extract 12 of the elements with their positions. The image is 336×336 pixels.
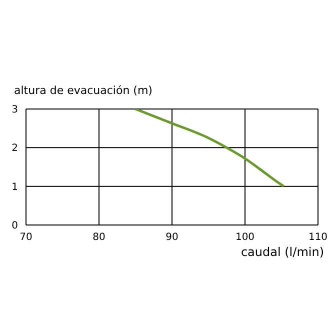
y-tick-label: 2 [12,143,18,154]
line-series [134,109,285,188]
x-tick-label: 100 [235,232,255,244]
x-tick-label: 80 [92,232,106,244]
y-tick-label: 0 [12,220,18,232]
y-tick-label: 3 [12,104,18,116]
y-tick-label: 1 [12,182,18,193]
x-tick-label: 110 [308,232,328,244]
x-axis-title: caudal (l/min) [240,245,324,259]
x-tick-label: 90 [166,232,178,244]
y-axis-title: altura de evacuación (m) [14,84,154,97]
x-tick-label: 70 [20,232,32,244]
